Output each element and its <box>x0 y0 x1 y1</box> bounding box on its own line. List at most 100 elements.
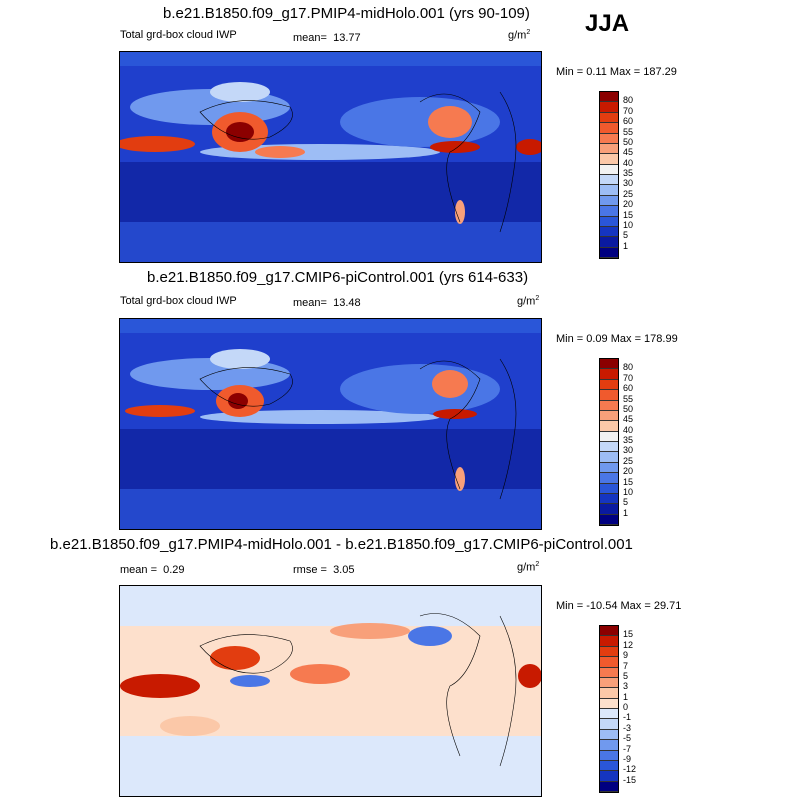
panel2-colorbar-swatch <box>600 369 618 380</box>
panel2-colorbar-label: 30 <box>623 445 634 456</box>
panel1-mean-label: mean= <box>293 32 327 44</box>
panel3-colorbar-label: 5 <box>623 670 629 681</box>
panel3-colorbar-label: -15 <box>623 774 637 785</box>
panel2-units: g/m2 <box>517 295 540 308</box>
panel2-colorbar-label: 70 <box>623 372 634 383</box>
panel2-colorbar-label: 35 <box>623 435 634 445</box>
panel3-rmse-label: rmse = <box>293 564 327 576</box>
panel3-colorbar-swatch <box>600 781 618 792</box>
panel1-variable: Total grd-box cloud IWP <box>120 29 237 41</box>
panel3-colorbar-swatch <box>600 657 618 668</box>
panel3-colorbar-label: -5 <box>623 733 632 744</box>
panel2-map <box>119 318 542 530</box>
panel3-colorbar-swatch <box>600 771 618 782</box>
panel3-colorbar-swatch <box>600 698 618 709</box>
panel3-colorbar-swatch <box>600 729 618 741</box>
panel2-colorbar-swatch <box>600 504 618 515</box>
panel2-colorbar-swatch <box>600 452 618 463</box>
panel1-colorbar-label: 10 <box>623 219 634 230</box>
panel1-colorbar-label: 80 <box>623 95 634 106</box>
panel1-colorbar-swatch <box>600 226 618 238</box>
panel3-minmax: Min = -10.54 Max = 29.71 <box>556 600 682 612</box>
panel2-colorbar-swatch <box>600 359 618 370</box>
panel3-colorbar-swatch <box>600 760 618 772</box>
panel1-colorbar-swatch <box>600 195 618 207</box>
panel2-minmax: Min = 0.09 Max = 178.99 <box>556 333 678 345</box>
panel1-colorbar-swatch <box>600 175 618 186</box>
panel1-colorbar-swatch <box>600 143 618 155</box>
panel2-colorbar-label: 80 <box>623 362 634 373</box>
panel2-colorbar-swatch <box>600 421 618 432</box>
panel1-colorbar-swatch <box>600 154 618 165</box>
panel3-colorbar-label: 3 <box>623 681 629 692</box>
panel2-colorbar-label: 10 <box>623 486 634 497</box>
panel2-colorbar-swatch <box>600 483 618 494</box>
panel1-colorbar-swatch <box>600 102 618 113</box>
panel3-colorbar <box>599 625 619 793</box>
panel1-colorbar-label: 20 <box>623 199 634 210</box>
panel2-colorbar-swatch <box>600 431 618 442</box>
panel3-colorbar-swatch <box>600 719 618 730</box>
panel2-colorbar-label: 1 <box>623 507 629 518</box>
panel1-colorbar-swatch <box>600 216 618 227</box>
panel3-rmse-value: 3.05 <box>333 564 355 576</box>
panel2-colorbar-swatch <box>600 493 618 505</box>
panel3-colorbar-swatch <box>600 709 618 720</box>
panel2-colorbar-label: 50 <box>623 403 634 414</box>
panel2-colorbar-label: 55 <box>623 393 634 404</box>
panel1-colorbar-label: 40 <box>623 157 634 168</box>
panel1-colorbar-label: 45 <box>623 147 634 158</box>
panel1-colorbar <box>599 91 619 259</box>
panel1-minmax: Min = 0.11 Max = 187.29 <box>556 66 677 78</box>
panel2-colorbar-swatch <box>600 410 618 422</box>
panel3-mean: mean = 0.29 <box>120 564 185 576</box>
panel1-colorbar-label: 1 <box>623 240 629 251</box>
panel2-mean-label: mean= <box>293 297 327 309</box>
panel3-colorbar-swatch <box>600 677 618 689</box>
panel3-colorbar-swatch <box>600 646 618 658</box>
panel1-colorbar-label: 70 <box>623 105 634 116</box>
panel2-colorbar-label: 5 <box>623 497 629 508</box>
panel2-colorbar-swatch <box>600 390 618 401</box>
panel3-colorbar-swatch <box>600 688 618 699</box>
panel3-colorbar-swatch <box>600 740 618 751</box>
panel2-variable: Total grd-box cloud IWP <box>120 295 237 307</box>
panel2-colorbar-label: 20 <box>623 466 634 477</box>
panel1-colorbar-label: 50 <box>623 136 634 147</box>
panel2-colorbar-label: 25 <box>623 455 634 466</box>
panel3-colorbar-label: 0 <box>623 702 629 712</box>
panel1-units: g/m2 <box>508 29 531 42</box>
panel2-colorbar <box>599 358 619 526</box>
panel1-colorbar-swatch <box>600 237 618 248</box>
panel2-colorbar-label: 60 <box>623 383 634 394</box>
panel1-colorbar-label: 5 <box>623 230 629 241</box>
panel1-colorbar-swatch <box>600 112 618 124</box>
panel1-colorbar-label: 25 <box>623 188 634 199</box>
panel3-colorbar-label: -9 <box>623 753 632 764</box>
panel3-title: b.e21.B1850.f09_g17.PMIP4-midHolo.001 - … <box>50 536 633 553</box>
panel1-colorbar-swatch <box>600 185 618 196</box>
panel2-colorbar-label: 15 <box>623 476 634 487</box>
panel3-colorbar-label: 9 <box>623 650 629 661</box>
panel1-colorbar-swatch <box>600 206 618 217</box>
panel3-colorbar-label: 15 <box>623 629 634 640</box>
panel2-colorbar-label: 45 <box>623 414 634 425</box>
panel3-mean-label: mean = <box>120 564 157 576</box>
panel3-mean-value: 0.29 <box>163 564 185 576</box>
panel1-mean: mean= 13.77 <box>293 32 361 44</box>
panel1-title: b.e21.B1850.f09_g17.PMIP4-midHolo.001 (y… <box>163 5 530 22</box>
panel2-colorbar-swatch <box>600 462 618 474</box>
panel2-colorbar-swatch <box>600 473 618 484</box>
panel2-title: b.e21.B1850.f09_g17.CMIP6-piControl.001 … <box>147 269 529 286</box>
panel1-colorbar-label: 15 <box>623 209 634 220</box>
panel3-colorbar-label: -3 <box>623 722 632 733</box>
panel2-colorbar-label: 40 <box>623 424 634 435</box>
panel3-colorbar-label: -7 <box>623 743 632 754</box>
panel3-rmse: rmse = 3.05 <box>293 564 354 576</box>
panel2-mean: mean= 13.48 <box>293 297 361 309</box>
panel2-colorbar-swatch <box>600 442 618 453</box>
panel1-colorbar-swatch <box>600 247 618 258</box>
panel3-colorbar-swatch <box>600 667 618 678</box>
panel3-colorbar-label: 7 <box>623 660 629 671</box>
panel2-colorbar-swatch <box>600 379 618 391</box>
